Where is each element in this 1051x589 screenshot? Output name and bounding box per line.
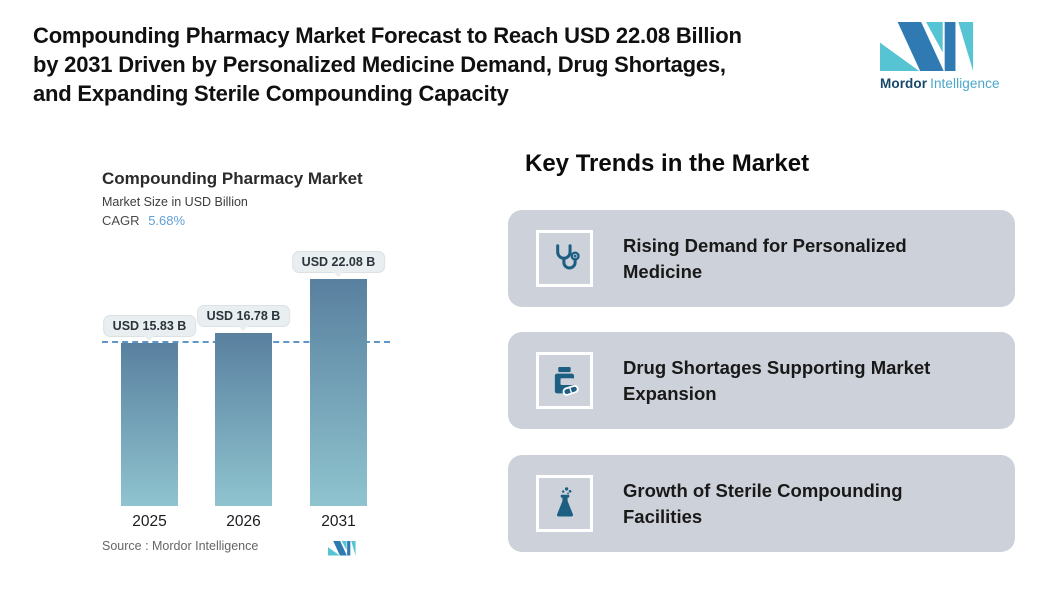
key-trends-heading: Key Trends in the Market — [525, 150, 810, 177]
x-axis-label-2031: 2031 — [321, 513, 356, 530]
value-badge-2025: USD 15.83 B — [102, 315, 197, 337]
trend-card-personalized-medicine: Rising Demand for Personalized Medicine — [508, 210, 1015, 307]
page-title: Compounding Pharmacy Market Forecast to … — [33, 21, 863, 108]
cagr-row: CAGR 5.68% — [102, 213, 185, 228]
trend-card-drug-shortages: Drug Shortages Supporting Market Expansi… — [508, 332, 1015, 429]
stethoscope-icon — [555, 243, 580, 269]
chart-source: Source : Mordor Intelligence — [102, 539, 259, 553]
brand-logo: Mordor Intelligence — [880, 22, 1010, 91]
bar-2031 — [310, 279, 367, 506]
pill-bottle-icon-tile — [536, 352, 593, 409]
trend-card-label: Growth of Sterile Compounding Facilities — [623, 479, 903, 527]
flask-icon — [556, 486, 573, 516]
page-title-line-1: Compounding Pharmacy Market Forecast to … — [33, 23, 742, 48]
page-title-line-3: and Expanding Sterile Compounding Capaci… — [33, 81, 509, 106]
mordor-intelligence-logo-icon — [880, 22, 974, 71]
value-badge-2026: USD 16.78 B — [196, 305, 291, 327]
mini-brand-logo-icon — [328, 541, 356, 556]
brand-name-light: Intelligence — [930, 76, 1000, 91]
pill-bottle-icon — [554, 366, 579, 396]
trend-card-label: Drug Shortages Supporting Market Expansi… — [623, 356, 931, 404]
bar-plot: USD 15.83 B 2025 USD 16.78 B 2026 USD 22.08 … — [85, 150, 485, 575]
trend-card-sterile-compounding: Growth of Sterile Compounding Facilities — [508, 455, 1015, 552]
page-title-line-2: by 2031 Driven by Personalized Medicine … — [33, 52, 726, 77]
market-size-chart: Compounding Pharmacy Market Market Size … — [85, 150, 485, 575]
chart-title: Compounding Pharmacy Market — [102, 169, 363, 188]
cagr-value: 5.68% — [148, 213, 186, 228]
stethoscope-icon-tile — [536, 230, 593, 287]
chart-subtitle: Market Size in USD Billion — [102, 195, 248, 209]
x-axis-label-2025: 2025 — [132, 513, 167, 530]
brand-name-bold: Mordor — [880, 76, 928, 91]
bar-2025 — [121, 343, 178, 506]
trend-card-label: Rising Demand for Personalized Medicine — [623, 234, 907, 282]
value-badge-2031: USD 22.08 B — [291, 251, 386, 273]
brand-wordmark: Mordor Intelligence — [880, 76, 1010, 91]
x-axis-label-2026: 2026 — [226, 513, 261, 530]
bar-2026 — [215, 333, 272, 506]
cagr-label: CAGR — [102, 213, 140, 228]
flask-icon-tile — [536, 475, 593, 532]
